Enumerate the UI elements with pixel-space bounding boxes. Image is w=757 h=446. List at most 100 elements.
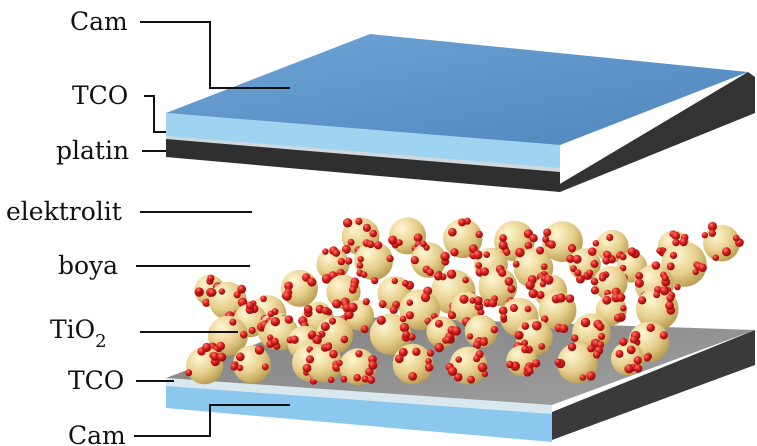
dye-molecule — [434, 272, 443, 281]
dye-molecule — [360, 325, 369, 334]
dye-molecule — [615, 349, 624, 358]
dye-molecule — [565, 294, 575, 303]
dye-molecule — [197, 347, 206, 356]
dye-molecule — [405, 311, 414, 320]
dye-molecule — [579, 374, 587, 381]
dye-molecule — [402, 279, 409, 287]
dye-molecule — [603, 251, 612, 259]
dye-molecule — [398, 347, 408, 357]
dye-molecule — [472, 340, 482, 350]
dye-molecule — [357, 256, 364, 263]
tio2-particle — [326, 274, 361, 309]
dye-molecule — [374, 241, 383, 250]
dye-molecule — [627, 247, 637, 257]
tio2-particle — [369, 313, 416, 355]
dye-molecule — [396, 239, 403, 247]
dye-molecule — [574, 269, 582, 277]
dye-molecule — [267, 334, 274, 341]
dye-molecule — [282, 291, 292, 301]
dye-molecule — [473, 355, 481, 363]
dye-molecule — [440, 251, 450, 262]
dye-molecule — [365, 367, 374, 376]
leader-cam-top — [140, 21, 290, 89]
label-boya: boya — [58, 251, 118, 280]
dye-molecule — [598, 274, 607, 282]
dye-molecule — [532, 320, 542, 331]
dye-molecule — [435, 319, 443, 328]
dye-molecule — [701, 232, 708, 239]
dye-molecule — [480, 338, 488, 346]
dye-molecule — [528, 288, 538, 299]
dye-molecule — [376, 315, 386, 325]
dye-molecule — [348, 302, 358, 313]
tio2-particle — [661, 237, 707, 291]
dye-molecule — [488, 298, 498, 308]
dye-molecule — [332, 299, 342, 309]
dye-molecule — [321, 274, 332, 284]
tio2-particle — [280, 269, 318, 307]
dye-molecule — [524, 241, 533, 250]
dye-molecule — [490, 325, 499, 334]
dye-molecule — [524, 305, 532, 313]
dye-molecule — [399, 322, 410, 333]
label-cam-top: Cam — [70, 7, 128, 36]
tco-bottom-layer — [166, 378, 552, 414]
dye-molecule — [446, 269, 457, 279]
tio2-particle — [316, 246, 353, 284]
tio2-particle — [399, 286, 441, 331]
dye-molecule — [408, 372, 418, 381]
label-tco-bottom: TCO — [68, 366, 124, 395]
dye-molecule — [260, 295, 267, 303]
tio2-sphere — [464, 314, 498, 348]
dye-molecule — [712, 254, 719, 261]
tio2-particle — [302, 343, 343, 384]
dye-molecule — [410, 256, 419, 265]
dye-molecule — [327, 376, 335, 384]
dye-molecule — [341, 244, 351, 254]
dye-molecule — [571, 334, 579, 342]
dye-molecule — [321, 306, 330, 315]
labels: Cam TCO platin elektrolit boya TiO2 TCO … — [6, 7, 129, 446]
dye-molecule — [669, 251, 678, 259]
dye-molecule — [322, 248, 329, 255]
dye-molecule — [328, 317, 337, 325]
dye-molecule — [619, 253, 627, 261]
tio2-particle — [595, 293, 627, 326]
tio2-particle — [636, 286, 679, 333]
dye-molecule — [499, 234, 507, 243]
dye-molecule — [207, 274, 215, 282]
dye-molecule — [586, 371, 596, 381]
dye-molecule — [361, 375, 369, 383]
dye-molecule — [543, 228, 552, 237]
tio2-particle — [392, 343, 435, 385]
dye-molecule — [236, 364, 244, 372]
dye-molecule — [356, 262, 364, 269]
dye-molecule — [659, 331, 668, 340]
dye-molecule — [674, 283, 681, 291]
dye-molecule — [576, 274, 585, 284]
dye-molecule — [566, 254, 575, 263]
dye-molecule — [666, 294, 674, 303]
dye-molecule — [305, 355, 315, 364]
tio2-particle — [554, 342, 601, 384]
dye-molecule — [367, 375, 376, 384]
dye-molecule — [580, 317, 591, 328]
dye-molecule — [366, 240, 375, 249]
dye-molecule — [602, 295, 612, 305]
dye-molecule — [458, 218, 467, 227]
dye-molecule — [347, 238, 355, 246]
dye-molecule — [515, 331, 523, 339]
dye-molecule — [659, 286, 670, 296]
dye-molecule — [239, 330, 248, 339]
dye-molecule — [483, 251, 491, 258]
dye-molecule — [248, 326, 256, 335]
dye-molecule — [444, 336, 452, 344]
tio2-particle — [464, 314, 499, 350]
dye-molecule — [386, 255, 394, 263]
label-elektrolit: elektrolit — [6, 197, 122, 226]
dye-molecule — [394, 354, 404, 364]
dye-molecule — [707, 221, 718, 232]
dye-molecule — [368, 360, 378, 370]
